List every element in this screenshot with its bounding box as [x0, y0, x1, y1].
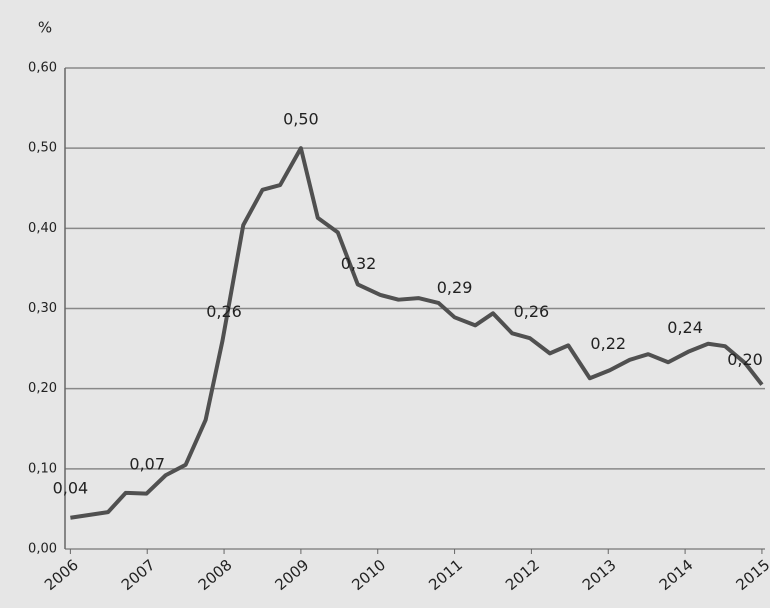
data-label: 0,20: [727, 350, 763, 369]
x-tick-label: 2010: [348, 556, 389, 594]
data-label: 0,26: [514, 302, 550, 321]
data-label: 0,50: [283, 110, 319, 129]
x-tick-label: 2015: [733, 556, 770, 594]
x-tick-label: 2013: [579, 556, 620, 594]
series-line: [70, 146, 764, 520]
data-label: 0,32: [341, 254, 377, 273]
data-label: 0,24: [667, 318, 703, 337]
data-label: 0,22: [590, 334, 626, 353]
x-tick-label: 2008: [195, 556, 236, 594]
x-tick-label: 2009: [272, 556, 313, 594]
y-tick-label: 0,60: [28, 61, 57, 76]
y-tick-label: 0,50: [28, 141, 57, 156]
y-tick-label: 0,10: [28, 461, 57, 476]
x-tick-label: 2011: [425, 556, 466, 594]
data-label: 0,04: [53, 478, 89, 497]
y-tick-label: 0,00: [28, 542, 57, 557]
x-tick-label: 2007: [118, 556, 159, 594]
data-label: 0,07: [129, 454, 165, 473]
x-tick-label: 2012: [502, 556, 543, 594]
y-tick-label: 0,20: [28, 381, 57, 396]
data-label: 0,29: [437, 278, 473, 297]
x-tick-label: 2006: [41, 556, 82, 594]
data-label: 0,26: [206, 302, 242, 321]
y-tick-label: 0,30: [28, 301, 57, 316]
x-tick-label: 2014: [656, 556, 697, 594]
y-axis-label: %: [38, 19, 52, 37]
y-tick-label: 0,40: [28, 221, 57, 236]
